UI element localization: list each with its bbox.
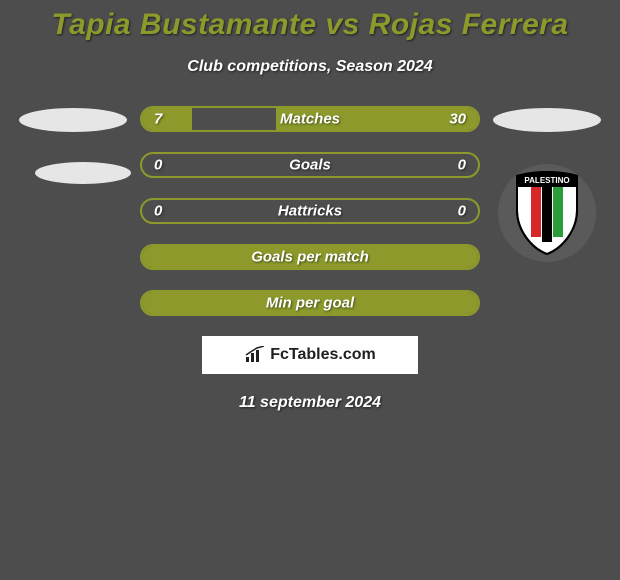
bar-label: Goals per match: [251, 249, 369, 266]
bar-label: Matches: [280, 111, 340, 128]
bar-label: Goals: [289, 157, 331, 174]
bar-value-left: 0: [154, 157, 162, 174]
date-text: 11 september 2024: [0, 394, 620, 412]
stat-bars: 7 Matches 30 0 Goals 0 0 Hattricks 0 Goa…: [140, 106, 480, 316]
stat-bar: 7 Matches 30: [140, 106, 480, 132]
bar-label: Min per goal: [266, 295, 354, 312]
bar-value-left: 0: [154, 203, 162, 220]
logo-text: PALESTINO: [524, 176, 569, 185]
shield-icon: PALESTINO: [509, 170, 585, 256]
page-title: Tapia Bustamante vs Rojas Ferrera: [0, 8, 620, 42]
bar-value-left: 7: [154, 111, 162, 128]
stat-bar: Min per goal: [140, 290, 480, 316]
team-logo-placeholder: [35, 162, 131, 184]
player-photo-placeholder: [19, 108, 127, 132]
bar-value-right: 0: [458, 157, 466, 174]
brand-badge: FcTables.com: [202, 336, 418, 374]
player-photo-placeholder: [493, 108, 601, 132]
stat-bar: 0 Hattricks 0: [140, 198, 480, 224]
stat-bar: Goals per match: [140, 244, 480, 270]
team-logo: PALESTINO: [498, 164, 596, 262]
content-row: 7 Matches 30 0 Goals 0 0 Hattricks 0 Goa…: [0, 106, 620, 316]
bar-fill-left: [142, 108, 192, 130]
bar-value-right: 0: [458, 203, 466, 220]
stat-bar: 0 Goals 0: [140, 152, 480, 178]
subtitle: Club competitions, Season 2024: [0, 58, 620, 76]
bar-value-right: 30: [449, 111, 466, 128]
left-side: [0, 106, 140, 184]
bar-label: Hattricks: [278, 203, 342, 220]
chart-icon: [244, 346, 266, 364]
infographic: Tapia Bustamante vs Rojas Ferrera Club c…: [0, 0, 620, 412]
right-side: PALESTINO: [480, 106, 620, 262]
brand-text: FcTables.com: [270, 346, 376, 364]
